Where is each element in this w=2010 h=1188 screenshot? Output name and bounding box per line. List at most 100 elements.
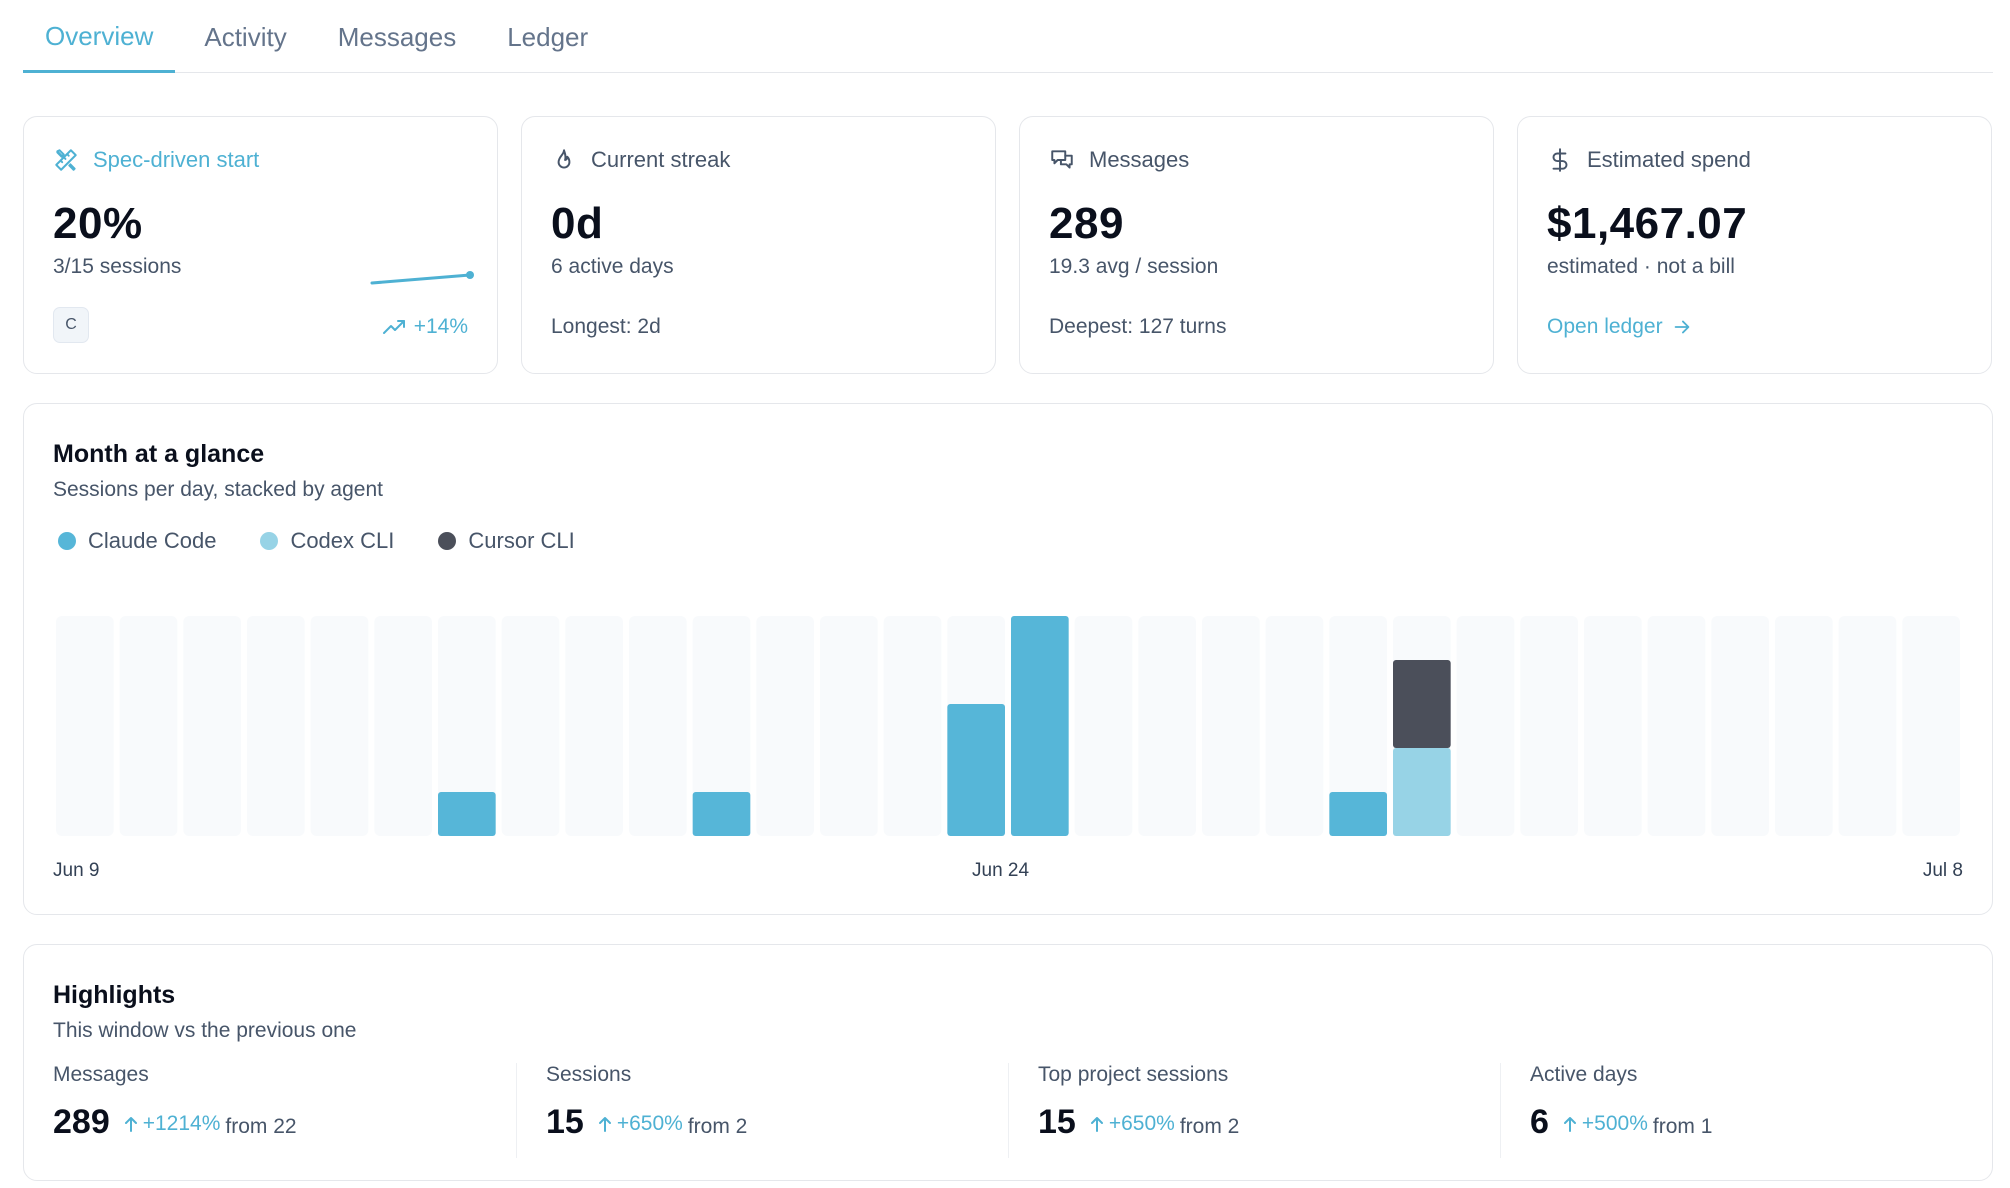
month-title: Month at a glance [53, 440, 265, 468]
highlight-change-value: +650% [1108, 1112, 1175, 1135]
legend-dot [438, 532, 457, 550]
legend-label: Cursor CLI [468, 528, 575, 553]
legend-claude: Claude Code [58, 528, 216, 554]
arrow-up-icon [1090, 1117, 1103, 1132]
tab-bar: Overview Activity Messages Ledger [23, 0, 1993, 73]
day-track [1584, 616, 1642, 836]
legend-dot [58, 532, 76, 550]
highlight-value: 15 [1038, 1103, 1076, 1141]
highlight-change: +500% [1563, 1112, 1648, 1136]
day-track [1202, 616, 1260, 836]
day-track [1647, 616, 1706, 836]
highlight-change: +650% [598, 1112, 683, 1136]
day-track [883, 616, 942, 836]
open-ledger-link[interactable]: Open ledger [1547, 315, 1693, 339]
messages-foot: Deepest: 127 turns [1049, 315, 1227, 338]
highlight-active-days: Active days 6 +500% from 1 [1500, 1063, 1980, 1158]
highlight-from: from 2 [1179, 1115, 1240, 1138]
spec-driven-header: Spec-driven start [53, 147, 259, 173]
bar-segment[interactable]: Jun 24 — Claude Code: 5 [1011, 616, 1069, 836]
highlight-from: from 1 [1652, 1115, 1713, 1138]
x-label-end: Jul 8 [1922, 860, 1963, 881]
day-track [374, 616, 432, 836]
day-track [1711, 616, 1769, 836]
spend-header: Estimated spend [1547, 147, 1751, 173]
highlight-label: Active days [1530, 1063, 1638, 1086]
day-track [1520, 616, 1578, 836]
highlights-card: Highlights This window vs the previous o… [23, 944, 1993, 1181]
streak-title: Current streak [591, 147, 731, 172]
spec-driven-card: Spec-driven start 20% 3/15 sessions C +1… [23, 116, 498, 374]
bar-segment[interactable]: Jun 30 — Codex CLI: 2 [1393, 748, 1451, 836]
messages-card: Messages 289 19.3 avg / session Deepest:… [1019, 116, 1494, 374]
spec-trend: +14% [382, 315, 468, 339]
legend-label: Claude Code [88, 528, 217, 553]
legend-cursor: Cursor CLI [438, 528, 575, 554]
highlight-change-value: +500% [1581, 1112, 1648, 1135]
spec-trend-value: +14% [413, 315, 468, 338]
legend-dot [260, 532, 279, 550]
highlight-top-project: Top project sessions 15 +650% from 2 [1008, 1063, 1498, 1158]
day-track [501, 616, 560, 836]
highlight-from: from 2 [687, 1115, 748, 1138]
highlight-sessions: Sessions 15 +650% from 2 [516, 1063, 1006, 1158]
bar-segment[interactable]: Jun 23 — Claude Code: 3 [947, 704, 1005, 836]
streak-foot: Longest: 2d [551, 315, 661, 338]
chat-bubbles-icon [1051, 150, 1073, 169]
day-track [247, 616, 305, 836]
day-track [183, 616, 241, 836]
highlight-change-value: +1214% [142, 1112, 221, 1135]
arrow-right-icon [1674, 320, 1689, 334]
x-label-mid: Jun 24 [972, 860, 1030, 881]
tab-overview[interactable]: Overview [23, 0, 176, 73]
day-track [119, 616, 178, 836]
highlight-row: 15 +650% from 2 [546, 1103, 747, 1142]
spec-driven-sub: 3/15 sessions [53, 255, 182, 278]
highlight-change-value: +650% [616, 1112, 683, 1135]
tab-activity[interactable]: Activity [204, 22, 287, 52]
messages-sub: 19.3 avg / session [1049, 255, 1219, 278]
streak-value: 0d [551, 199, 604, 248]
ruler-pencil-icon [55, 149, 77, 171]
month-chart-card: Month at a glance Sessions per day, stac… [23, 403, 1993, 915]
highlight-label: Messages [53, 1063, 149, 1086]
highlights-title: Highlights [53, 981, 176, 1009]
bar-segment[interactable]: Jun 30 — Cursor CLI: 2 [1393, 660, 1451, 748]
arrow-up-icon [598, 1117, 611, 1132]
highlight-value: 6 [1530, 1103, 1549, 1141]
highlight-messages: Messages 289 +1214% from 22 [53, 1063, 523, 1158]
highlight-label: Sessions [546, 1063, 632, 1086]
day-track [438, 616, 496, 836]
bar-segment[interactable]: Jun 19 — Claude Code: 1 [692, 792, 751, 836]
dollar-icon [1552, 148, 1568, 172]
messages-value: 289 [1049, 199, 1124, 248]
tab-ledger[interactable]: Ledger [507, 22, 589, 52]
day-track [565, 616, 623, 836]
sessions-bar-chart: Jun 15 — Claude Code: 1 Jun 19 — Claude C… [56, 616, 1960, 836]
chart-legend: Claude Code Codex CLI Cursor CLI [58, 528, 619, 554]
day-track [1329, 616, 1387, 836]
spec-driven-value: 20% [53, 199, 143, 248]
highlight-value: 289 [53, 1103, 110, 1141]
day-track [820, 616, 878, 836]
bar-segment[interactable]: Jun 15 — Claude Code: 1 [438, 792, 496, 836]
month-subtitle: Sessions per day, stacked by agent [53, 478, 383, 501]
day-track [1456, 616, 1515, 836]
highlight-value: 15 [546, 1103, 584, 1141]
day-track [1775, 616, 1833, 836]
day-track [1902, 616, 1960, 836]
x-label-start: Jun 9 [53, 860, 100, 881]
streak-sub: 6 active days [551, 255, 674, 278]
arrow-up-icon [124, 1117, 137, 1132]
day-track [310, 616, 369, 836]
day-track [629, 616, 687, 836]
messages-header: Messages [1049, 147, 1189, 173]
spend-title: Estimated spend [1587, 147, 1751, 172]
day-track [1074, 616, 1133, 836]
open-ledger-label: Open ledger [1547, 315, 1663, 338]
day-track [692, 616, 751, 836]
tab-messages[interactable]: Messages [337, 22, 457, 52]
highlight-label: Top project sessions [1038, 1063, 1229, 1086]
bar-segment[interactable]: Jun 29 — Claude Code: 1 [1329, 792, 1387, 836]
